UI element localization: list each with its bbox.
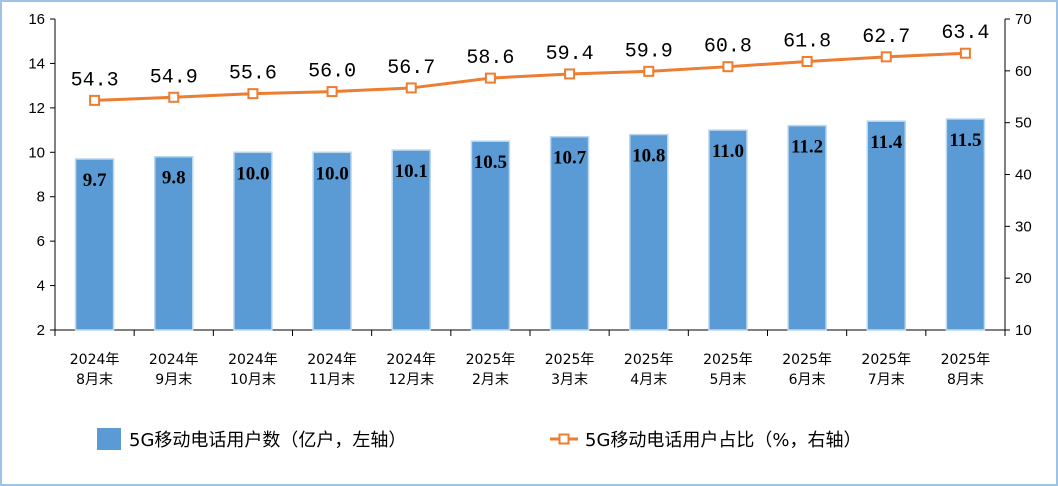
line-point [643,65,655,77]
y-left-tick-label: 2 [37,322,45,339]
bar-data-label: 11.4 [870,132,903,153]
x-tick-label-month: 9月末 [155,372,192,388]
x-tick-label-month: 11月末 [309,372,355,388]
y-right-tick-label: 70 [1015,11,1032,28]
x-tick-label-month: 2月末 [472,372,509,388]
x-tick-label-month: 4月末 [630,372,667,388]
y-left-tick-label: 6 [37,233,45,250]
bar-data-label: 10.0 [236,163,269,184]
x-tick-label-year: 2024年 [70,352,120,368]
x-tick-label-year: 2024年 [149,352,199,368]
line-data-label: 61.8 [783,31,831,54]
x-tick-label-year: 2025年 [545,352,595,368]
x-tick-label-year: 2024年 [386,352,436,368]
line-point [959,47,971,59]
line-data-label: 62.7 [862,26,910,49]
bar [233,151,273,331]
line-point [722,61,734,73]
line-point [247,88,259,100]
y-left-tick-label: 14 [28,55,45,72]
line-data-label: 55.6 [229,63,277,86]
bar [708,129,748,331]
y-left-tick-label: 10 [28,144,45,161]
bar-data-label: 10.8 [632,146,665,167]
bar [629,133,669,331]
x-tick-label-month: 12月末 [388,372,434,388]
line-data-label: 56.0 [308,61,356,84]
legend-swatch-marker [558,433,570,445]
x-tick-label-year: 2025年 [703,352,753,368]
bar [391,149,431,331]
line-data-label: 56.7 [387,57,435,80]
bar-data-label: 11.2 [791,137,823,158]
x-tick-label-year: 2024年 [228,352,278,368]
bar [549,135,590,331]
x-tick-label-month: 5月末 [709,372,746,388]
x-tick-label-month: 7月末 [868,372,905,388]
x-tick-label-month: 8月末 [947,372,984,388]
bar-data-label: 10.0 [315,163,348,184]
legend-swatch-bar [97,428,121,450]
line-data-label: 54.3 [71,69,119,92]
line-data-label: 59.4 [546,43,594,66]
x-tick-label-month: 6月末 [789,372,826,388]
bar [945,118,986,331]
bar-data-label: 10.1 [395,161,428,182]
x-tick-label-month: 8月末 [76,372,113,388]
bar-data-label: 11.5 [949,130,981,151]
x-tick-label-year: 2025年 [782,352,832,368]
x-tick-label-month: 3月末 [551,372,588,388]
legend-label-bar: 5G移动电话用户数（亿户，左轴） [129,430,406,451]
x-tick-label-year: 2024年 [307,352,357,368]
y-right-tick-label: 10 [1015,322,1032,339]
bar [74,158,115,331]
bar [312,151,352,331]
line-data-label: 59.9 [625,40,673,63]
bar [154,155,194,331]
line-point [801,56,813,68]
x-tick-label-month: 10月末 [230,372,276,388]
line-point [880,51,892,63]
x-tick-label-year: 2025年 [466,352,516,368]
line-data-label: 58.6 [466,47,514,70]
legend-label-line: 5G移动电话用户占比（%，右轴） [585,430,862,451]
line-point [89,94,101,106]
bar [470,140,511,331]
x-tick-label-year: 2025年 [624,352,674,368]
y-right-tick-label: 50 [1015,115,1032,132]
y-left-tick-label: 8 [37,189,45,206]
bar-data-label: 10.5 [474,152,507,173]
y-right-tick-label: 40 [1015,167,1032,184]
line-data-label: 63.4 [941,22,989,45]
bar-data-label: 9.7 [83,170,107,191]
y-right-tick-label: 30 [1015,218,1032,235]
y-left-tick-label: 16 [28,11,45,28]
line-point [405,82,417,94]
bar [787,124,827,331]
line-point [326,86,338,98]
x-tick-label-year: 2025年 [861,352,911,368]
bar-data-label: 11.0 [712,141,744,162]
y-left-tick-label: 4 [37,278,45,295]
y-right-tick-label: 60 [1015,63,1032,80]
y-left-tick-label: 12 [28,100,45,117]
x-tick-label-year: 2025年 [941,352,991,368]
line-point [484,72,496,84]
line-point [564,68,576,80]
bar-data-label: 10.7 [553,148,587,169]
bar [866,120,906,331]
y-right-tick-label: 20 [1015,270,1032,287]
share-series-line [94,51,966,102]
line-data-label: 54.9 [150,66,198,89]
line-data-label: 60.8 [704,36,752,59]
line-point [168,91,180,103]
bar-data-label: 9.8 [162,168,186,189]
